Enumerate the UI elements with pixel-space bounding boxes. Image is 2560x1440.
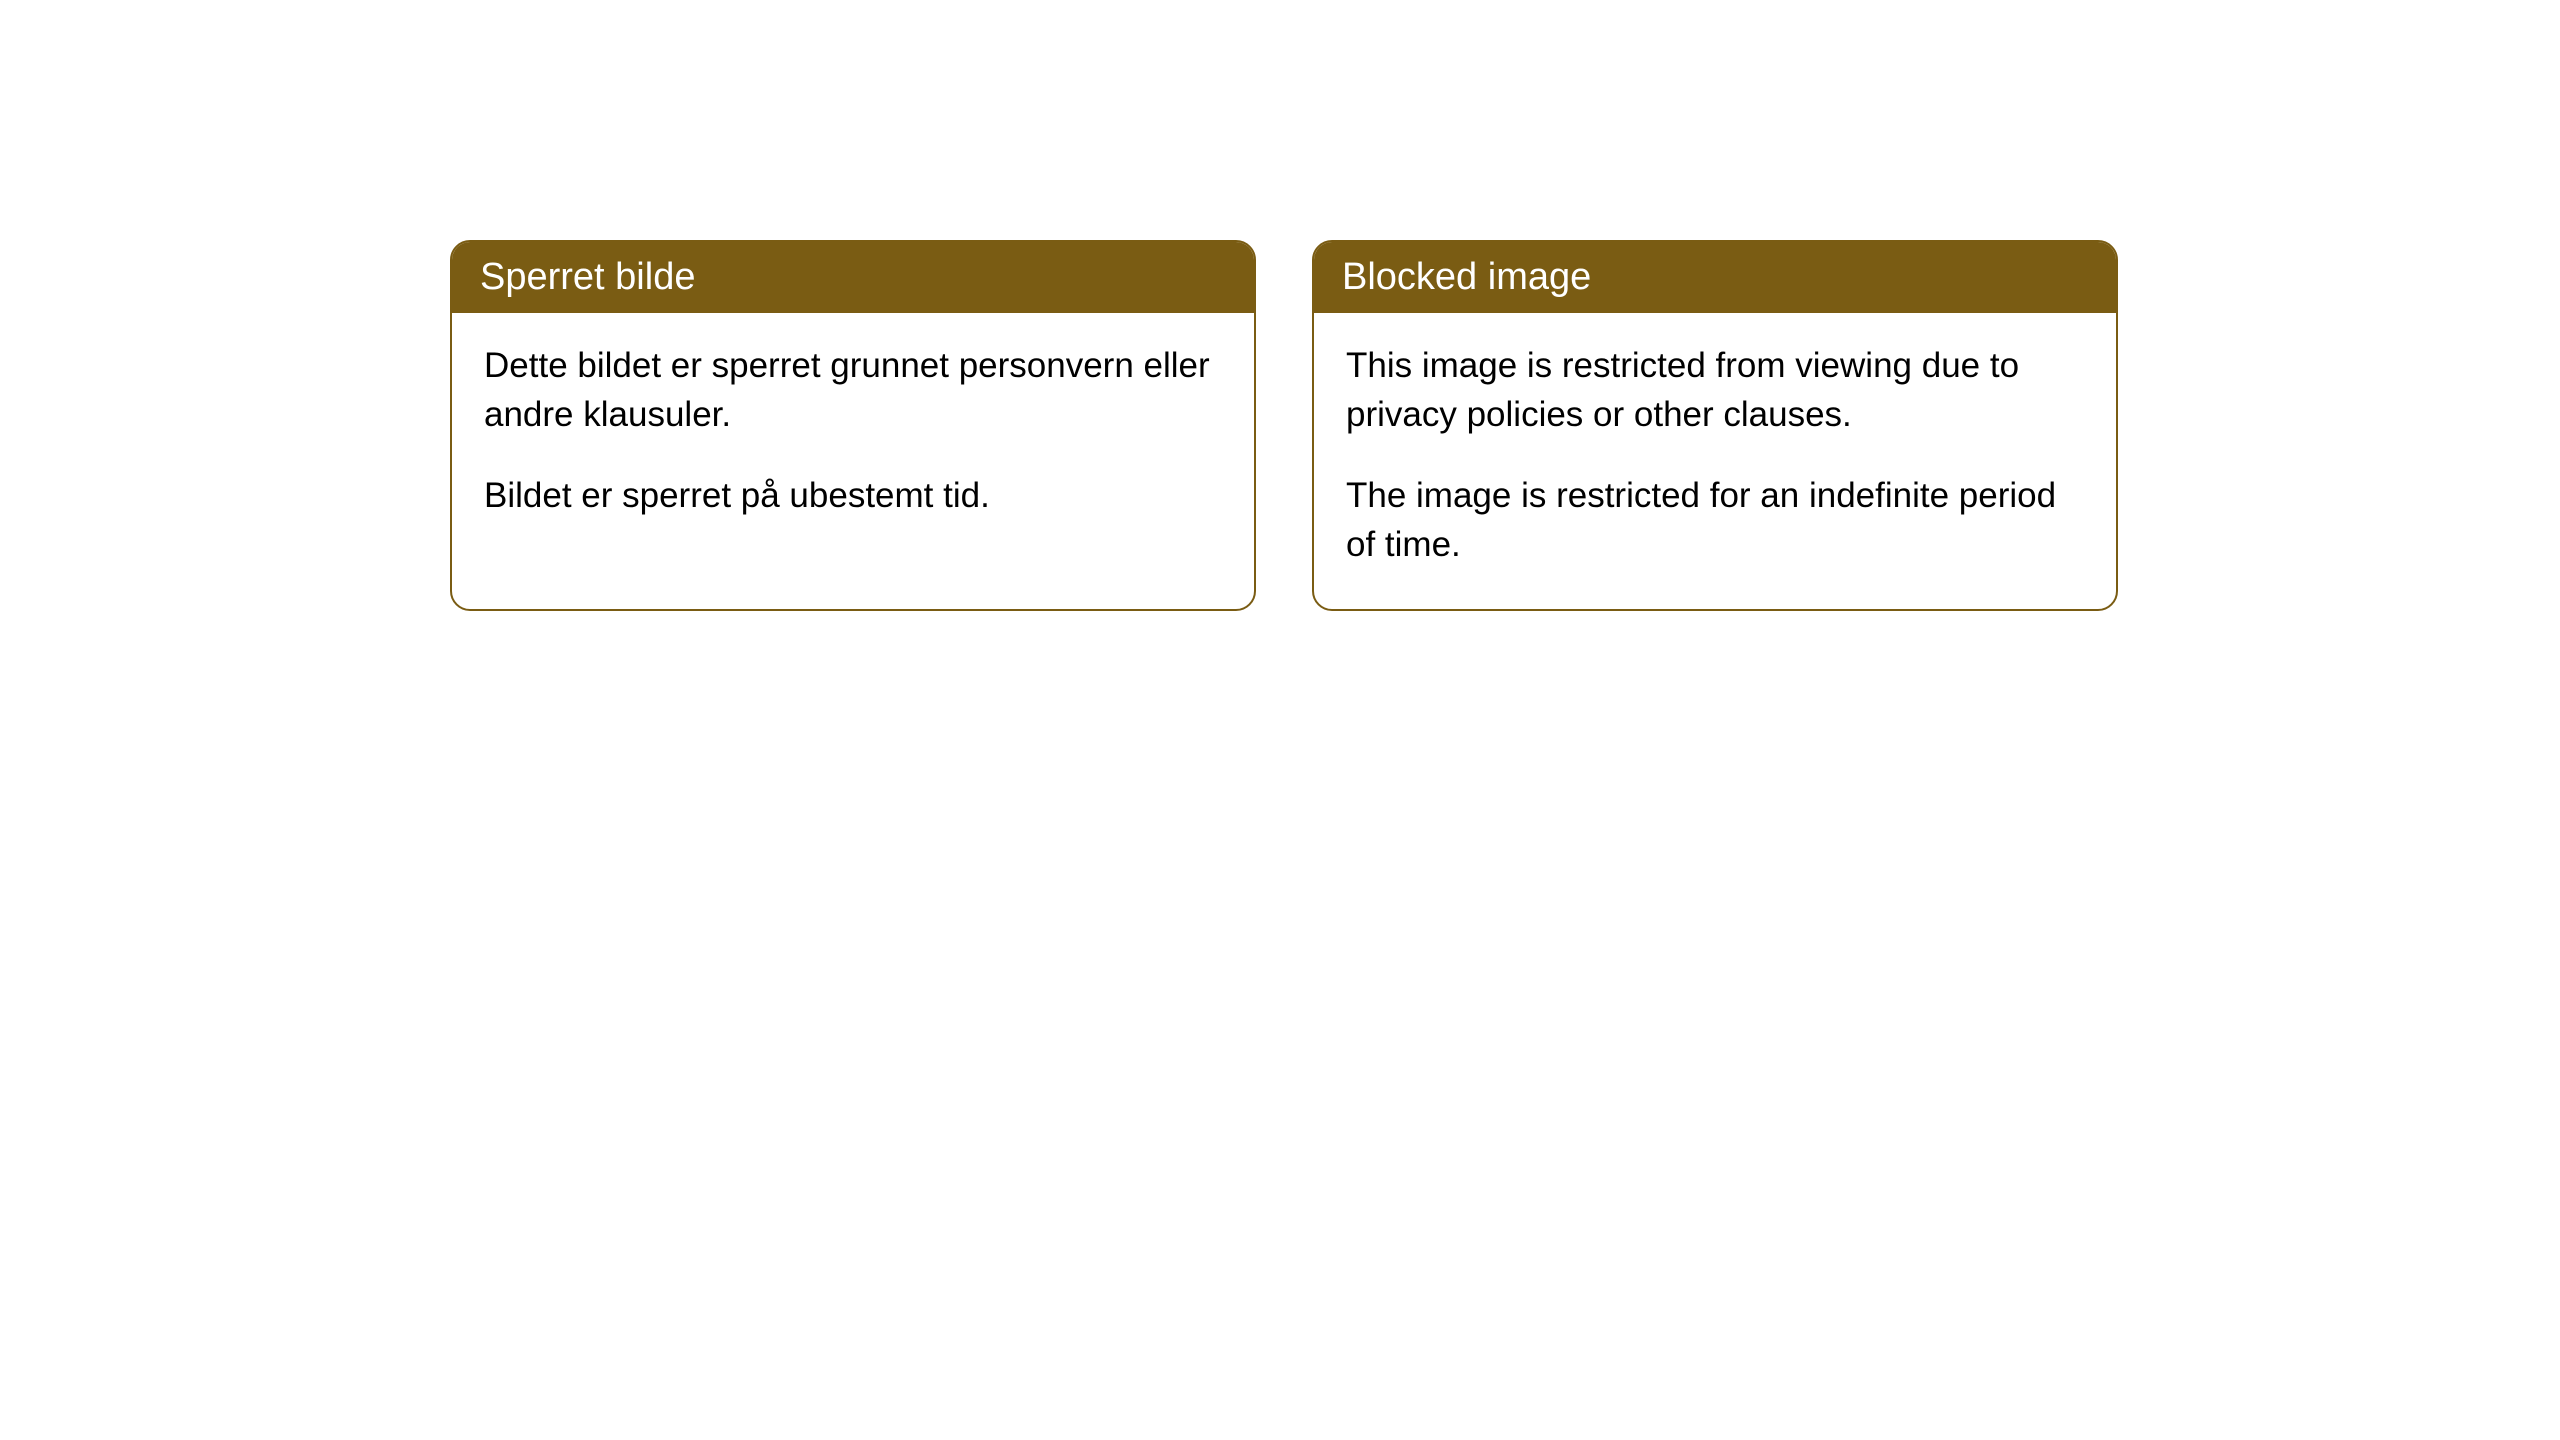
card-title: Blocked image [1342,256,1591,298]
card-header: Sperret bilde [452,242,1254,313]
card-header: Blocked image [1314,242,2116,313]
card-paragraph: The image is restricted for an indefinit… [1346,471,2084,569]
card-body: This image is restricted from viewing du… [1314,313,2116,609]
card-title: Sperret bilde [480,256,695,298]
card-paragraph: Dette bildet er sperret grunnet personve… [484,341,1222,439]
blocked-image-card-english: Blocked image This image is restricted f… [1312,240,2118,611]
card-paragraph: This image is restricted from viewing du… [1346,341,2084,439]
card-paragraph: Bildet er sperret på ubestemt tid. [484,471,1222,520]
card-body: Dette bildet er sperret grunnet personve… [452,313,1254,560]
blocked-image-card-norwegian: Sperret bilde Dette bildet er sperret gr… [450,240,1256,611]
card-container: Sperret bilde Dette bildet er sperret gr… [450,240,2118,611]
